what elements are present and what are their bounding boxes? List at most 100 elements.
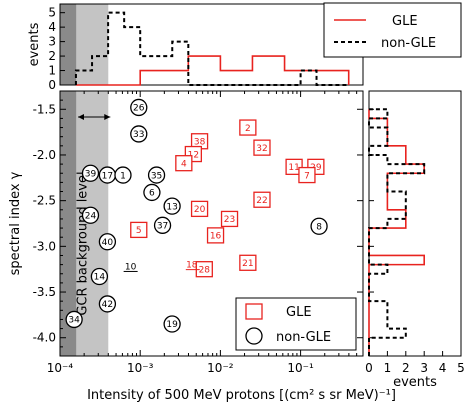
right-axes-frame bbox=[368, 90, 462, 357]
right-x-tick-label: 2 bbox=[402, 361, 410, 375]
top-legend-gle-label: GLE bbox=[392, 14, 418, 29]
right-x-tick-label: 3 bbox=[420, 361, 428, 375]
x-tick-label: 10⁻³ bbox=[127, 361, 154, 375]
band-arrow-left-head bbox=[78, 114, 84, 120]
gle-point-label: 5 bbox=[136, 226, 142, 236]
non-gle-point bbox=[98, 233, 117, 251]
non-gle-point bbox=[153, 216, 172, 234]
gle-point bbox=[239, 119, 257, 136]
top-y-axis-label: events bbox=[27, 22, 42, 66]
gle-point-label: 11 bbox=[288, 163, 299, 173]
gle-point bbox=[239, 254, 257, 271]
band-label: GCR background level bbox=[75, 171, 90, 315]
gle-point bbox=[298, 166, 316, 184]
right-x-axis-label: events bbox=[393, 375, 437, 390]
scatter-panel: GCR background level 10⁻⁴ 10⁻³ 10⁻² 10⁻¹ -1.5… bbox=[8, 90, 396, 403]
gle-point bbox=[220, 210, 239, 228]
top-hist-gle bbox=[75, 55, 350, 86]
gle-point-label: 4 bbox=[181, 159, 187, 169]
top-y-tick-label: 4 bbox=[48, 20, 56, 34]
y-tick-label: -2.5 bbox=[33, 194, 56, 208]
y-tick-label: -3.0 bbox=[33, 239, 56, 253]
non-gle-point bbox=[81, 206, 100, 224]
non-gle-point bbox=[98, 295, 117, 313]
non-gle-point bbox=[130, 125, 148, 143]
main-legend-non-gle-swatch bbox=[245, 327, 263, 345]
non-gle-point bbox=[114, 166, 132, 184]
gle-point-label: 18 bbox=[186, 261, 198, 271]
gle-point bbox=[253, 191, 271, 208]
gle-point-label: 20 bbox=[194, 205, 206, 215]
gle-point bbox=[175, 155, 193, 172]
non-gle-point-label: 13 bbox=[166, 202, 177, 212]
non-gle-point-label: 6 bbox=[149, 189, 155, 199]
main-axes-frame bbox=[59, 90, 364, 357]
non-gle-point-label: 24 bbox=[85, 211, 97, 221]
gle-point bbox=[190, 200, 209, 218]
y-axis-label: spectral index γ bbox=[8, 171, 23, 275]
top-y-tick-label: 5 bbox=[48, 6, 56, 20]
right-x-tick-label: 5 bbox=[457, 361, 465, 375]
non-gle-point bbox=[65, 310, 83, 329]
non-gle-point-label: 14 bbox=[94, 273, 106, 283]
top-hist-non-gle bbox=[74, 11, 349, 86]
right-hist-non-gle bbox=[368, 108, 426, 356]
main-band-dark bbox=[60, 91, 77, 356]
y-tick-label: -1.5 bbox=[33, 102, 56, 116]
gle-point-label: 2 bbox=[245, 124, 251, 134]
gle-point-label: 28 bbox=[199, 265, 211, 275]
gle-point-label: 21 bbox=[242, 259, 253, 269]
non-gle-point-label: 17 bbox=[102, 171, 113, 181]
non-gle-point bbox=[147, 166, 166, 184]
non-gle-point-label: 34 bbox=[68, 316, 80, 326]
non-gle-point bbox=[163, 315, 181, 333]
top-legend-non-gle-label: non-GLE bbox=[381, 36, 436, 51]
top-y-tick-label: 3 bbox=[48, 35, 56, 49]
non-gle-point bbox=[143, 183, 161, 202]
non-gle-point-label: 8 bbox=[316, 222, 322, 232]
non-gle-point-label: 10 bbox=[125, 262, 137, 272]
right-histogram-panel: 0 1 2 3 4 5 events bbox=[365, 90, 465, 390]
right-hist-gle bbox=[368, 109, 425, 356]
top-y-tick-label: 0 bbox=[48, 78, 56, 92]
gle-point-label: 16 bbox=[210, 232, 222, 242]
non-gle-point-label: 33 bbox=[133, 130, 144, 140]
legends: GLE non-GLE GLE non-GLE bbox=[235, 2, 462, 351]
x-axis-label: Intensity of 500 MeV protons [(cm² s sr … bbox=[87, 388, 396, 403]
right-x-tick-label: 1 bbox=[384, 361, 392, 375]
gle-point bbox=[253, 139, 271, 156]
non-gle-point-label: 1 bbox=[120, 171, 126, 181]
main-legend-non-gle-label: non-GLE bbox=[276, 330, 331, 345]
non-gle-point-label: 19 bbox=[166, 320, 178, 330]
non-gle-point bbox=[310, 217, 328, 235]
gle-point bbox=[130, 221, 148, 239]
main-legend-gle-swatch bbox=[245, 303, 263, 320]
non-gle-point bbox=[90, 267, 109, 286]
gle-point-label: 23 bbox=[224, 215, 235, 225]
x-tick-label: 10⁻⁴ bbox=[47, 361, 74, 375]
non-gle-point bbox=[81, 164, 100, 182]
gle-point-label: 29 bbox=[310, 163, 322, 173]
top-legend-frame bbox=[323, 2, 462, 58]
gle-point-label: 7 bbox=[304, 171, 310, 181]
gle-point bbox=[285, 158, 303, 175]
x-tick-label: 10⁻¹ bbox=[287, 361, 314, 375]
gle-point-label: 12 bbox=[188, 150, 199, 160]
y-tick-label: -4.0 bbox=[33, 331, 56, 345]
non-gle-point-label: 37 bbox=[157, 222, 168, 232]
non-gle-point-label: 35 bbox=[151, 171, 162, 181]
non-gle-point-label: 40 bbox=[102, 238, 114, 248]
non-gle-point-label: 26 bbox=[133, 104, 145, 114]
non-gle-point bbox=[163, 197, 181, 215]
non-gle-point-label: 39 bbox=[85, 169, 97, 179]
non-gle-point bbox=[130, 98, 148, 117]
y-tick-label: -2.0 bbox=[33, 148, 56, 162]
non-gle-point-label: 42 bbox=[102, 300, 113, 310]
gle-point-label: 32 bbox=[256, 144, 267, 154]
gle-point bbox=[206, 227, 225, 244]
top-y-tick-label: 2 bbox=[48, 49, 56, 63]
right-x-tick-label: 0 bbox=[365, 361, 373, 375]
top-band-dark bbox=[60, 4, 77, 85]
